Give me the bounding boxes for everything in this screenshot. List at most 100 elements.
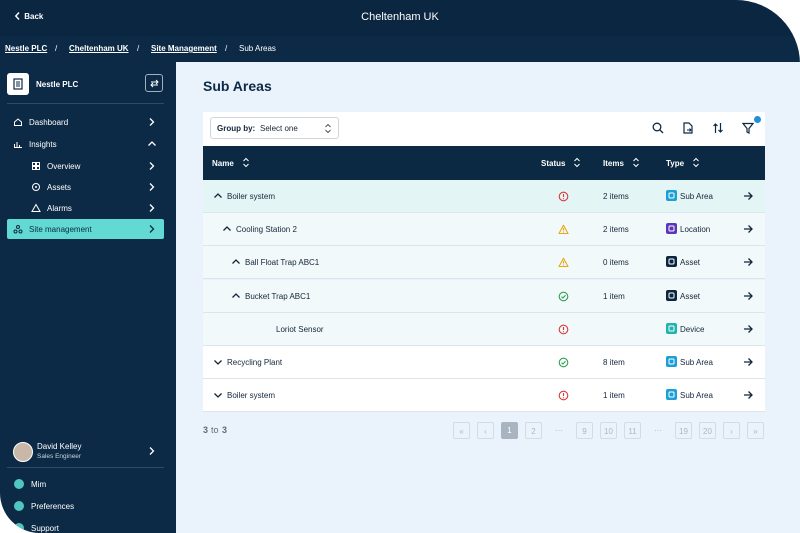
table-row[interactable]: Recycling Plant 8 item Sub Area <box>203 346 765 379</box>
pagination-button[interactable]: 20 <box>699 422 716 439</box>
row-type: Asset <box>680 291 701 301</box>
filter-button-icon <box>742 122 754 134</box>
sort-button[interactable] <box>712 122 724 134</box>
pagination-button[interactable]: 11 <box>624 422 641 439</box>
pagination-button[interactable]: 19 <box>675 422 692 439</box>
nav-item[interactable]: Insights <box>7 134 164 154</box>
type-glyph <box>668 325 675 332</box>
table-row[interactable]: Boiler system 1 item Sub Area <box>203 379 765 413</box>
table-row[interactable]: Ball Float Trap ABC1 0 items Asset <box>203 246 765 280</box>
nav-item[interactable]: Alarms <box>7 198 164 218</box>
status-icon <box>558 291 569 301</box>
pagination-button[interactable]: 10 <box>600 422 617 439</box>
user-name: David Kelley <box>37 442 82 451</box>
nav-icon <box>14 118 22 126</box>
sidebar-link[interactable]: Preferences <box>31 502 75 511</box>
pagination-button[interactable]: 9 <box>576 422 593 439</box>
export-button[interactable] <box>682 122 694 134</box>
nav-chevron <box>149 204 155 212</box>
sidebar: Nestle PLC Dashboard Insights Overview Asset… <box>0 62 176 533</box>
row-open-arrow <box>744 225 753 234</box>
export-button-icon <box>683 122 693 134</box>
link-icon <box>14 479 24 489</box>
pagination-button[interactable]: 2 <box>525 422 542 439</box>
back-icon <box>14 12 20 20</box>
column-header[interactable]: Type <box>666 159 685 168</box>
org-name: Nestle PLC <box>36 80 79 89</box>
breadcrumb-separator: / <box>55 44 58 53</box>
user-avatar <box>13 442 33 462</box>
range-to: 3 <box>222 425 228 435</box>
row-items: 1 item <box>603 391 625 401</box>
pagination-ellipsis: ··· <box>654 426 662 435</box>
nav-chevron <box>149 183 155 191</box>
nav-label: Dashboard <box>29 118 69 127</box>
row-type: Sub Area <box>680 192 713 201</box>
nav-chevron <box>149 225 155 233</box>
range-sep: to <box>211 425 219 435</box>
breadcrumb-link[interactable]: Nestle PLC <box>5 44 48 53</box>
row-items: 8 item <box>603 358 625 367</box>
pagination-button[interactable]: « <box>453 422 470 439</box>
row-open-arrow <box>744 258 753 267</box>
pagination-button[interactable]: 1 <box>501 422 518 439</box>
breadcrumb-link[interactable]: Cheltenham UK <box>69 44 129 53</box>
row-open-arrow <box>744 192 753 200</box>
group-by-select[interactable]: Group by: Select one <box>210 117 339 139</box>
link-icon <box>14 501 24 511</box>
status-icon <box>558 224 569 235</box>
breadcrumb-bar: Nestle PLC / Cheltenham UK / Site Management… <box>0 36 800 62</box>
nav-item[interactable]: Site management <box>7 219 164 239</box>
table-row[interactable]: Boiler system 2 items Sub Area <box>203 180 765 213</box>
column-header[interactable]: Name <box>212 159 234 168</box>
nav-icon <box>32 183 40 191</box>
column-header[interactable]: Status <box>541 159 566 168</box>
row-items: 1 item <box>603 291 625 301</box>
type-icon <box>666 190 677 201</box>
nav-icon <box>13 225 23 234</box>
type-glyph <box>668 225 675 232</box>
nav-label: Assets <box>47 183 72 192</box>
type-glyph <box>668 292 675 299</box>
nav-icon <box>31 203 41 212</box>
pagination-button[interactable]: » <box>747 422 764 439</box>
back-button[interactable]: Back <box>14 11 43 21</box>
row-type: Sub Area <box>680 391 713 401</box>
table-row[interactable]: Loriot Sensor Device <box>203 312 765 346</box>
breadcrumb-link[interactable]: Site Management <box>151 44 217 53</box>
filter-button[interactable] <box>742 122 754 134</box>
user-chevron <box>149 447 155 455</box>
row-name: Recycling Plant <box>227 358 283 367</box>
sidebar-link[interactable]: Mim <box>31 480 47 489</box>
table-row[interactable]: Cooling Station 2 2 items Location <box>203 213 765 247</box>
column-header[interactable]: Items <box>603 159 624 168</box>
org-logo-icon <box>13 78 23 90</box>
type-icon <box>666 256 677 268</box>
row-items: 0 items <box>603 258 629 268</box>
top-bar: Back Cheltenham UK <box>0 0 800 36</box>
row-type: Asset <box>680 258 701 268</box>
row-name: Loriot Sensor <box>276 324 324 334</box>
status-icon <box>558 390 569 401</box>
type-icon <box>666 389 677 401</box>
sort-button-icon <box>713 123 723 133</box>
expand-chevron <box>232 259 240 265</box>
pagination-ellipsis: ··· <box>555 426 563 435</box>
table-row[interactable]: Bucket Trap ABC1 1 item Asset <box>203 279 765 313</box>
filter-badge <box>754 116 761 123</box>
pagination-button[interactable]: › <box>723 422 740 439</box>
type-icon <box>666 289 677 301</box>
nav-item[interactable]: Overview <box>7 156 164 176</box>
row-type: Location <box>680 225 711 235</box>
nav-label: Overview <box>47 162 81 171</box>
sidebar-link[interactable]: Support <box>31 524 60 533</box>
sort-icon <box>693 157 699 168</box>
row-open-arrow <box>744 291 753 300</box>
nav-item[interactable]: Dashboard <box>7 112 164 132</box>
group-by-value: Select one <box>260 124 298 133</box>
nav-item[interactable]: Assets <box>7 177 164 197</box>
search-button[interactable] <box>652 122 664 134</box>
pagination-button[interactable]: ‹ <box>477 422 494 439</box>
switch-org-button[interactable] <box>145 74 163 92</box>
